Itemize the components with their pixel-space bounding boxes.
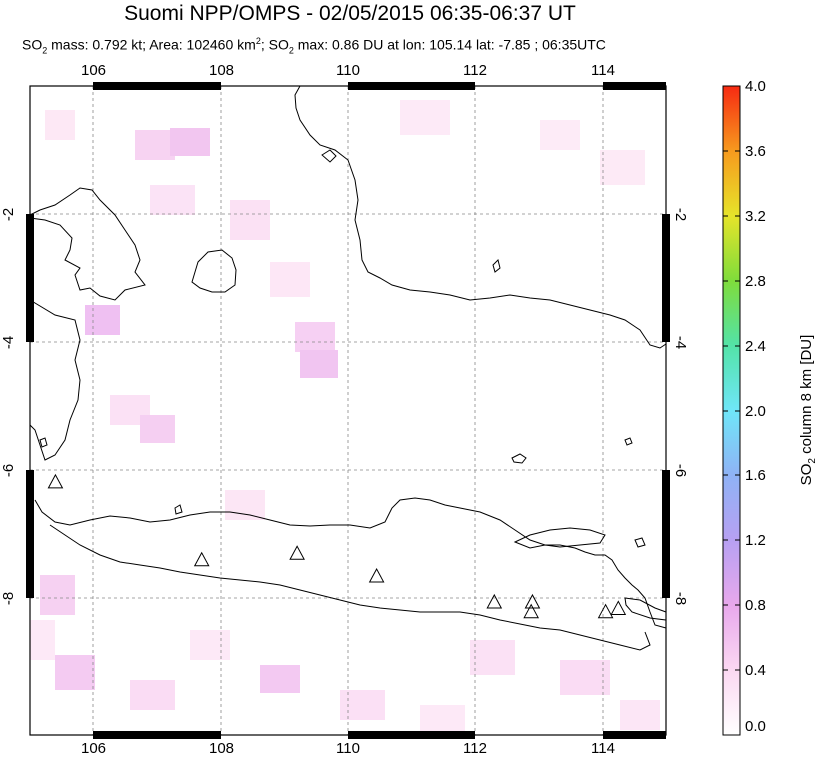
- colorbar-title: SO2 column 8 km [DU]: [798, 334, 818, 486]
- colorbar-tick-4.0: 4.0: [745, 78, 766, 95]
- x-tick-top-112: 112: [463, 62, 487, 79]
- y-tick-left-2: -2: [0, 207, 18, 222]
- volcano-marker-0: [47, 473, 64, 489]
- colorbar-tick-0.8: 0.8: [745, 597, 766, 614]
- x-tick-top-106: 106: [81, 62, 107, 79]
- volcano-marker-8: [610, 600, 627, 615]
- y-tick-right-6: -6: [672, 463, 690, 478]
- y-tick-right-2: -2: [672, 207, 690, 222]
- volcano-marker-7: [597, 603, 614, 619]
- gridlines: [30, 86, 666, 735]
- colorbar-tick-1.2: 1.2: [745, 532, 766, 549]
- x-tick-top-114: 114: [591, 62, 615, 79]
- x-tick-top-108: 108: [209, 62, 235, 79]
- volcano-marker-3: [368, 567, 385, 583]
- x-tick-bottom-112: 112: [463, 740, 487, 757]
- y-tick-right-4: -4: [672, 335, 690, 350]
- colorbar-tick-2.8: 2.8: [745, 273, 766, 290]
- x-tick-bottom-114: 114: [591, 740, 615, 757]
- map-title: Suomi NPP/OMPS - 02/05/2015 06:35-06:37 …: [124, 2, 576, 25]
- colorbar-tick-3.2: 3.2: [745, 208, 766, 225]
- colorbar-tick-2.0: 2.0: [745, 403, 766, 420]
- volcano-markers: [47, 473, 627, 619]
- volcano-marker-1: [193, 551, 210, 567]
- colorbar-tick-0.0: 0.0: [745, 718, 766, 735]
- y-tick-left-4: -4: [0, 335, 18, 350]
- volcano-marker-2: [289, 545, 305, 560]
- x-tick-bottom-106: 106: [81, 740, 107, 757]
- colorbar-ticks: [723, 85, 740, 671]
- colorbar-tick-0.4: 0.4: [745, 662, 766, 679]
- y-tick-right-8: -8: [672, 591, 690, 606]
- colorbar-tick-3.6: 3.6: [745, 143, 766, 160]
- x-tick-bottom-110: 110: [336, 740, 360, 757]
- volcano-marker-6: [523, 603, 540, 619]
- colorbar-tick-2.4: 2.4: [745, 338, 766, 355]
- so2-pixels: [30, 100, 660, 735]
- coastlines: [29, 85, 667, 651]
- x-tick-top-110: 110: [336, 62, 360, 79]
- border-bars: [26, 82, 670, 739]
- volcano-marker-4: [486, 593, 503, 609]
- y-tick-left-6: -6: [0, 463, 18, 478]
- x-tick-bottom-108: 108: [209, 740, 235, 757]
- y-tick-left-8: -8: [0, 591, 18, 606]
- colorbar-tick-1.6: 1.6: [745, 467, 766, 484]
- map-subtitle: SO2 mass: 0.792 kt; Area: 102460 km2; SO…: [22, 36, 606, 56]
